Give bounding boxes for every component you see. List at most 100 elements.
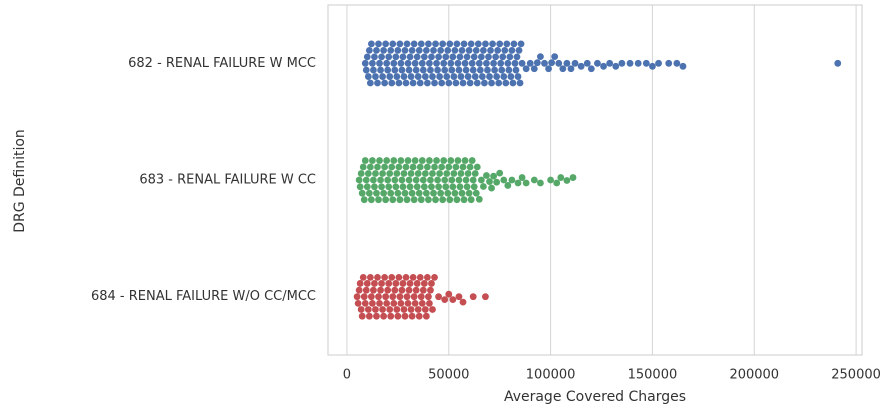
swarm-point bbox=[433, 157, 440, 164]
swarm-point bbox=[515, 46, 523, 54]
swarm-point bbox=[368, 59, 376, 67]
swarm-point bbox=[368, 299, 376, 307]
swarm-point bbox=[469, 176, 477, 184]
swarm-point bbox=[471, 170, 479, 177]
swarm-point bbox=[429, 170, 436, 177]
swarm-point bbox=[362, 66, 370, 74]
swarm-point bbox=[612, 62, 620, 70]
swarm-point bbox=[488, 184, 495, 192]
swarm-point bbox=[385, 183, 393, 191]
swarm-point bbox=[365, 189, 373, 197]
swarm-point bbox=[417, 40, 425, 48]
swarm-point bbox=[407, 170, 415, 177]
swarm-point bbox=[402, 163, 410, 171]
swarm-point bbox=[430, 46, 437, 54]
swarm-point bbox=[501, 46, 509, 54]
swarm-point bbox=[665, 59, 673, 67]
swarm-point bbox=[370, 66, 377, 74]
swarm-point bbox=[406, 280, 414, 287]
swarm-point bbox=[518, 59, 526, 67]
swarm-point bbox=[371, 53, 378, 61]
swarm-point bbox=[516, 79, 524, 87]
swarm-point bbox=[454, 59, 462, 67]
swarm-point bbox=[362, 176, 370, 184]
swarm-point bbox=[454, 157, 462, 164]
swarm-point bbox=[493, 178, 501, 186]
swarm-point bbox=[361, 299, 369, 307]
swarm-point bbox=[383, 299, 391, 307]
swarm-point bbox=[435, 293, 442, 301]
swarm-point bbox=[371, 183, 378, 191]
swarm-point bbox=[429, 306, 436, 313]
swarm-point bbox=[377, 66, 384, 74]
y-tick-label: 683 - RENAL FAILURE W CC bbox=[139, 173, 316, 188]
x-tick-label: 0 bbox=[343, 368, 351, 383]
swarm-point bbox=[439, 196, 447, 204]
swarm-point bbox=[460, 196, 468, 204]
swarm-point bbox=[563, 177, 571, 184]
swarm-point bbox=[394, 46, 402, 54]
swarm-point bbox=[462, 66, 470, 74]
swarm-point bbox=[415, 312, 423, 320]
swarm-point bbox=[418, 157, 426, 164]
swarm-point bbox=[395, 79, 403, 87]
swarm-point bbox=[366, 163, 374, 171]
swarm-point bbox=[398, 176, 406, 184]
swarm-point bbox=[442, 53, 450, 61]
swarm-point bbox=[400, 170, 408, 177]
swarm-point bbox=[439, 40, 447, 48]
swarm-point bbox=[404, 59, 412, 67]
swarm-point bbox=[414, 306, 422, 313]
swarm-point bbox=[400, 306, 408, 313]
swarm-point bbox=[492, 53, 500, 61]
swarm-point bbox=[428, 183, 435, 191]
swarm-point bbox=[445, 290, 453, 298]
swarm-point bbox=[395, 273, 403, 281]
swarm-point bbox=[403, 40, 411, 48]
swarm-point bbox=[364, 73, 372, 80]
swarm-point bbox=[361, 59, 369, 67]
swarm-point bbox=[504, 182, 512, 189]
swarm-point bbox=[365, 46, 373, 54]
swarm-point bbox=[440, 59, 448, 67]
swarm-point bbox=[412, 176, 420, 184]
swarm-point bbox=[467, 40, 475, 48]
swarm-point bbox=[373, 189, 380, 197]
swarm-point bbox=[488, 79, 495, 87]
swarm-point bbox=[385, 53, 393, 61]
swarm-point bbox=[464, 170, 472, 177]
swarm-point bbox=[401, 46, 409, 54]
swarm-point bbox=[408, 312, 416, 320]
swarm-point bbox=[383, 59, 391, 67]
swarm-point bbox=[510, 40, 518, 48]
swarm-point bbox=[450, 170, 458, 177]
swarm-point bbox=[475, 195, 483, 203]
swarm-point bbox=[425, 196, 432, 204]
swarm-point bbox=[400, 73, 408, 80]
swarm-point bbox=[434, 176, 441, 184]
swarm-point bbox=[427, 176, 434, 184]
swarm-point bbox=[496, 169, 504, 177]
swarm-point bbox=[522, 65, 530, 73]
swarm-point bbox=[449, 53, 457, 61]
swarm-point bbox=[423, 273, 431, 281]
swarm-point bbox=[455, 293, 463, 301]
swarm-point bbox=[387, 46, 395, 54]
swarm-point bbox=[477, 176, 485, 184]
swarm-point bbox=[482, 293, 489, 301]
swarm-point bbox=[401, 189, 409, 197]
swarm-point bbox=[372, 306, 379, 313]
swarm-point bbox=[385, 280, 393, 287]
swarm-point bbox=[413, 280, 421, 287]
swarm-point bbox=[514, 73, 522, 80]
swarm-point bbox=[356, 183, 364, 191]
swarm-point bbox=[470, 53, 478, 61]
swarm-point bbox=[399, 53, 407, 61]
swarm-point bbox=[388, 163, 396, 171]
swarm-point bbox=[357, 306, 365, 313]
y-tick-label: 684 - RENAL FAILURE W/O CC/MCC bbox=[91, 289, 316, 304]
swarm-point bbox=[374, 163, 381, 171]
swarm-point bbox=[394, 189, 402, 197]
swarm-point bbox=[437, 46, 445, 54]
swarm-point bbox=[363, 183, 371, 191]
